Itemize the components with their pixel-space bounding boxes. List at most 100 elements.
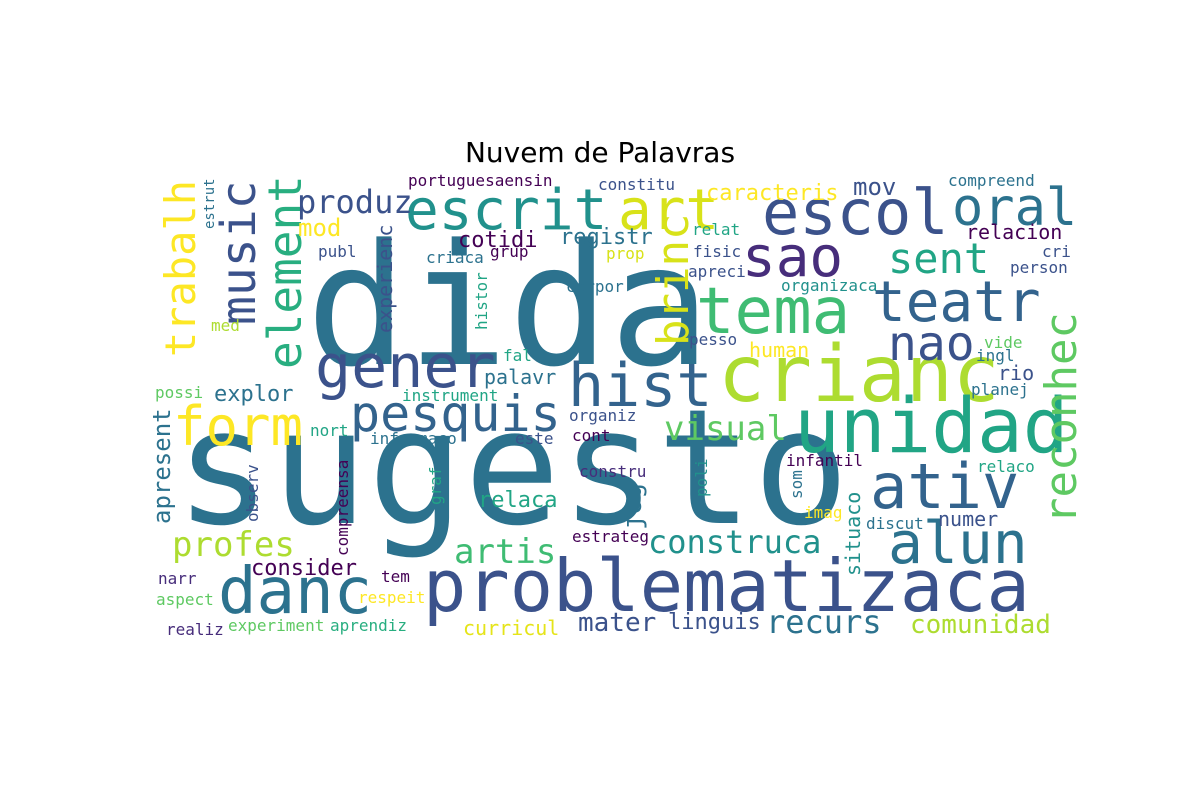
word-curricul: curricul (463, 616, 560, 640)
word-situaco: situaco (841, 491, 865, 576)
word-explor: explor (214, 382, 294, 407)
word-relat: relat (692, 220, 741, 239)
word-imag: imag (804, 503, 843, 522)
word-linguis: linguis (668, 610, 761, 635)
word-hist: hist (568, 351, 713, 421)
word-cri: cri (1042, 242, 1071, 261)
word-cont: cont (572, 426, 611, 445)
word-person: person (1010, 258, 1068, 277)
word-human: human (749, 338, 810, 362)
word-prop: prop (606, 244, 645, 263)
word-informaco: informaco (370, 429, 457, 448)
word-discut: discut (866, 514, 924, 533)
word-grup: grup (490, 242, 529, 261)
word-gener: gener (315, 332, 496, 402)
word-profes: profes (172, 525, 295, 565)
word-med: med (211, 316, 240, 335)
word-art: art (618, 178, 720, 243)
word-trabalh: trabalh (156, 179, 205, 357)
word-escol: escol (762, 176, 949, 249)
word-artis: artis (454, 532, 557, 572)
word-constitu: constitu (598, 175, 676, 194)
word-ingl: ingl (976, 346, 1015, 365)
word-constru: constru (579, 462, 647, 481)
word-dida: dida (306, 208, 711, 404)
word-tem: tem (381, 567, 410, 586)
word-aprendiz: aprendiz (330, 616, 408, 635)
word-observ: observ (243, 464, 262, 522)
word-mod: mod (298, 214, 342, 242)
word-fal: fal (503, 346, 532, 365)
word-form: form (173, 395, 304, 458)
word-apreci: apreci (688, 262, 746, 281)
word-palavr: palavr (484, 365, 557, 389)
word-respeit: respeit (358, 588, 426, 607)
word-organizaca: organizaca (781, 276, 878, 295)
word-relacion: relacion (966, 220, 1063, 244)
word-sao: sao (742, 225, 844, 290)
word-poli: poli (692, 458, 711, 497)
word-este: este (515, 429, 554, 448)
word-reconhec: reconhec (1036, 312, 1087, 524)
word-infantil: infantil (786, 451, 864, 470)
word-instrument: instrument (402, 386, 499, 405)
word-crianc: crianc (718, 330, 1000, 420)
word-realiz: realiz (166, 620, 224, 639)
word-tema: tema (696, 275, 851, 349)
word-produz: produz (297, 183, 413, 221)
word-possi: possi (155, 383, 204, 402)
word-rio: rio (998, 361, 1035, 385)
word-sent: sent (888, 234, 990, 283)
word-numer: numer (938, 507, 999, 531)
word-fisic: fisic (693, 242, 742, 261)
word-caracteris: caracteris (706, 181, 839, 206)
word-teatr: teatr (872, 270, 1041, 335)
word-narr: narr (158, 569, 197, 588)
word-aspect: aspect (156, 590, 214, 609)
word-graf: graf (426, 466, 445, 505)
word-portuguesaensin: portuguesaensin (408, 171, 553, 190)
word-som: som (787, 470, 806, 499)
word-nort: nort (310, 421, 349, 440)
word-publ: publ (318, 242, 357, 261)
word-criaca: criaca (426, 248, 484, 267)
figure-title: Nuvem de Palavras (464, 136, 736, 169)
word-corpor: corpor (566, 277, 624, 296)
word-recurs: recurs (766, 603, 882, 641)
word-registr: registr (560, 225, 653, 250)
word-apresent: apresent (148, 408, 176, 524)
word-escrit: escrit (405, 178, 608, 243)
word-pesso: pesso (689, 330, 738, 349)
word-mater: mater (578, 608, 657, 638)
word-consider: consider (251, 556, 357, 581)
word-relaca: relaca (478, 488, 558, 513)
word-cotidi: cotidi (458, 228, 538, 253)
word-relaco: relaco (977, 457, 1035, 476)
word-music: music (211, 180, 267, 326)
word-oral: oral (952, 178, 1078, 238)
word-danc: danc (218, 555, 373, 629)
word-planej: planej (971, 380, 1029, 399)
word-organiz: organiz (569, 406, 637, 425)
word-estrut: estrut (202, 178, 218, 229)
word-estrateg: estrateg (572, 527, 650, 546)
word-comunidad: comunidad (910, 610, 1051, 640)
word-jog: jog (618, 483, 648, 530)
word-compreensa: compreensa (333, 459, 352, 556)
word-histor: histor (472, 272, 491, 330)
word-visual: visual (664, 409, 787, 449)
word-nao: nao (888, 316, 975, 372)
word-mov: mov (853, 173, 897, 201)
word-construca: construca (648, 523, 822, 561)
word-vide: vide (984, 333, 1023, 352)
word-ativ: ativ (870, 450, 1020, 523)
word-experiment: experiment (228, 616, 325, 635)
word-compreend: compreend (948, 171, 1035, 190)
word-alun: alun (888, 509, 1028, 577)
word-unidad: unidad (794, 381, 1069, 470)
word-problematizaca: problematizaca (423, 544, 1030, 628)
word-experienc: experienc (373, 224, 397, 333)
word-sugesto: sugesto (175, 374, 850, 561)
word-pesquis: pesquis (350, 385, 561, 443)
